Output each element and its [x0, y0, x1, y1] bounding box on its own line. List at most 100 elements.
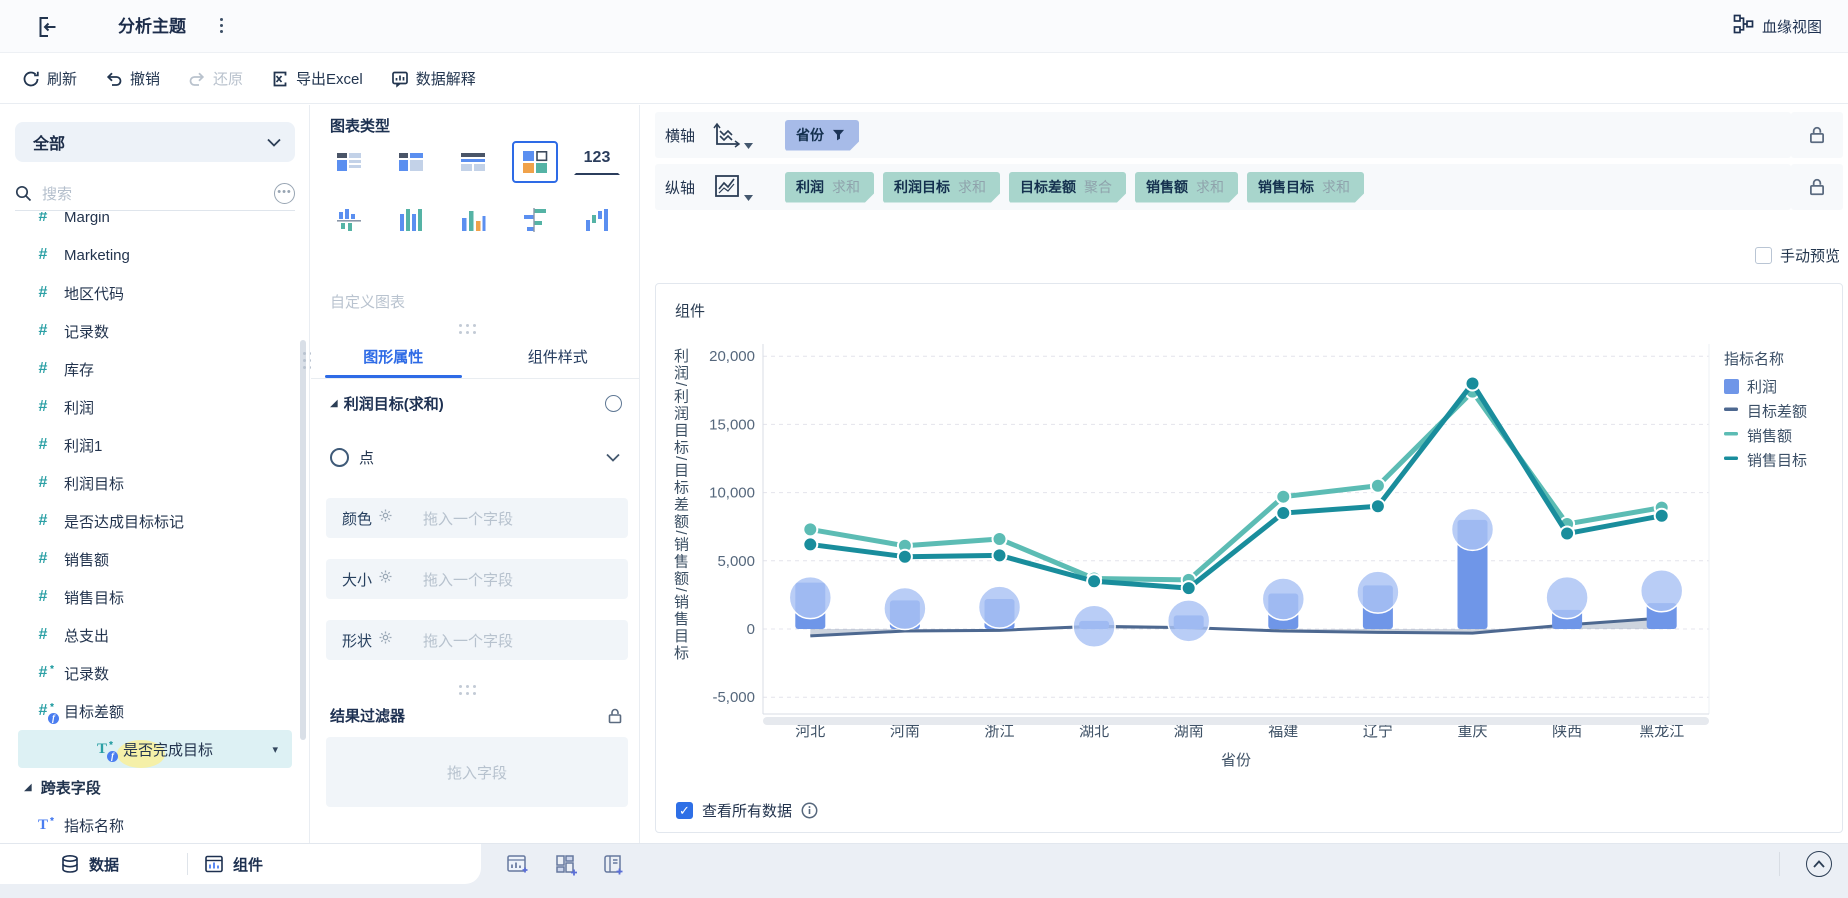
point[interactable] — [883, 586, 927, 631]
y-axis-lock-button[interactable] — [1791, 164, 1843, 210]
x-axis-lock-button[interactable] — [1791, 112, 1843, 158]
point[interactable] — [1072, 604, 1116, 649]
dot[interactable] — [1369, 498, 1386, 515]
dot[interactable] — [1275, 505, 1292, 522]
x-pill[interactable]: 省份 — [785, 120, 859, 151]
dot[interactable] — [1559, 525, 1576, 542]
legend-label[interactable]: 目标差额 — [1747, 404, 1807, 421]
undo-button[interactable]: 撤销 — [105, 68, 160, 89]
redo-button[interactable]: 还原 — [188, 68, 243, 89]
y-pill[interactable]: 销售额 求和 — [1135, 172, 1238, 203]
y-pill[interactable]: 销售目标 求和 — [1247, 172, 1364, 203]
dot[interactable] — [991, 547, 1008, 564]
field-item[interactable]: # 销售额 — [18, 540, 292, 578]
add-story-button[interactable] — [602, 853, 626, 882]
field-item[interactable]: # 库存 — [18, 350, 292, 388]
y-pill[interactable]: 目标差额 聚合 — [1009, 172, 1126, 203]
legend-label[interactable]: 利润 — [1747, 379, 1777, 396]
point[interactable] — [788, 575, 833, 620]
dot[interactable] — [1275, 488, 1292, 505]
point[interactable] — [1261, 577, 1306, 621]
chart-component-card[interactable]: 组件 利润/利润目标/目标差额/销售额/销售目标 20,000 15,000 10,… — [655, 283, 1843, 833]
manual-preview-toggle[interactable]: 手动预览 — [1754, 245, 1840, 266]
bottom-tab-component[interactable]: 组件 — [204, 844, 263, 884]
point[interactable] — [1545, 575, 1589, 620]
manual-preview-checkbox[interactable] — [1754, 247, 1772, 264]
field-group-cross-table[interactable]: ◢ 跨表字段 — [24, 779, 101, 797]
attr-row-shape[interactable]: 形状 拖入一个字段 — [326, 620, 628, 660]
more-menu-icon[interactable] — [212, 15, 230, 39]
y-pill[interactable]: 利润 求和 — [785, 172, 874, 203]
legend-swatch[interactable] — [1724, 407, 1738, 412]
field-item[interactable]: # 总支出 — [18, 616, 292, 654]
view-all-data-toggle[interactable]: ✓ 查看所有数据 — [676, 800, 818, 821]
chart-type-detail-table[interactable] — [450, 141, 496, 183]
point[interactable] — [1356, 570, 1400, 614]
dot[interactable] — [991, 530, 1008, 547]
field-item[interactable]: T ﹡ 指标名称 — [18, 806, 292, 843]
chart-type-bar[interactable] — [512, 199, 558, 241]
x-axis-type-icon[interactable] — [711, 121, 753, 149]
point[interactable] — [1639, 569, 1684, 613]
field-item[interactable]: # 利润目标 — [18, 464, 292, 502]
lineage-view-button[interactable]: 血缘视图 — [1733, 14, 1822, 38]
dot[interactable] — [802, 521, 819, 538]
legend-swatch[interactable] — [1724, 379, 1739, 394]
field-item[interactable]: # 利润1 — [18, 426, 292, 464]
gap-line[interactable] — [810, 616, 1662, 638]
dot[interactable] — [1653, 507, 1670, 524]
drag-handle[interactable] — [459, 324, 476, 334]
chart-type-kpi-card[interactable]: 123 — [574, 141, 620, 175]
tab-graphic-properties[interactable]: 图形属性 — [311, 341, 476, 378]
field-item[interactable]: # 是否达成目标标记 — [18, 502, 292, 540]
chart-type-cross-table[interactable] — [388, 141, 434, 183]
chart-type-bidirectional-column[interactable] — [326, 199, 372, 241]
bottom-tab-data[interactable]: 数据 — [60, 844, 119, 884]
back-icon[interactable] — [34, 14, 60, 40]
dot[interactable] — [896, 548, 913, 565]
info-icon[interactable] — [801, 802, 818, 819]
chart-type-custom-chart[interactable] — [512, 141, 558, 183]
series-section-header[interactable]: ◢ 利润目标(求和) — [330, 393, 622, 414]
refresh-button[interactable]: 刷新 — [22, 68, 77, 89]
point[interactable] — [1166, 599, 1211, 643]
view-all-data-checkbox[interactable]: ✓ — [676, 802, 693, 819]
field-item[interactable]: # 地区代码 — [18, 274, 292, 312]
point[interactable] — [977, 585, 1022, 629]
data-explain-button[interactable]: 数据解释 — [391, 68, 476, 89]
legend-label[interactable]: 销售额 — [1747, 428, 1792, 445]
series-radio-button[interactable] — [605, 395, 622, 412]
dot[interactable] — [1086, 573, 1103, 590]
shape-selector[interactable]: 点 — [330, 447, 622, 468]
field-item[interactable]: # 记录数 — [18, 312, 292, 350]
export-excel-button[interactable]: 导出Excel — [271, 68, 363, 89]
point[interactable] — [1450, 507, 1495, 552]
add-chart-button[interactable] — [506, 853, 530, 882]
field-item[interactable]: T ﹡ f 是否完成目标 ▾ — [18, 730, 292, 768]
drag-handle[interactable] — [459, 685, 476, 695]
field-item[interactable]: # Marketing — [18, 236, 292, 274]
dot[interactable] — [1369, 477, 1386, 494]
chart-type-stacked-column[interactable] — [388, 199, 434, 241]
dot[interactable] — [1180, 580, 1197, 597]
sidebar-scrollbar[interactable] — [300, 340, 306, 740]
tab-component-style[interactable]: 组件样式 — [527, 349, 588, 366]
combo-chart-canvas[interactable]: 20,000 15,000 10,000 5,000 0 -5,000 河北 河南 浙江 湖北 湖南… — [656, 284, 1842, 829]
chart-type-column[interactable] — [450, 199, 496, 241]
field-dropdown-caret[interactable]: ▾ — [272, 743, 278, 756]
table-scope-selector[interactable]: 全部 — [15, 122, 295, 162]
filter-drop-zone[interactable]: 拖入字段 — [326, 737, 628, 807]
chart-type-group-table[interactable] — [326, 141, 372, 183]
y-pill[interactable]: 利润目标 求和 — [883, 172, 1000, 203]
legend-swatch[interactable] — [1724, 432, 1738, 436]
search-input[interactable]: 搜索 ••• — [15, 177, 295, 211]
field-settings-icon[interactable]: ••• — [274, 183, 295, 204]
add-dashboard-button[interactable] — [554, 853, 578, 882]
field-item[interactable]: # Margin — [18, 212, 292, 236]
field-item[interactable]: # ﹡ 记录数 — [18, 654, 292, 692]
field-item[interactable]: # 利润 — [18, 388, 292, 426]
collapse-panel-button[interactable] — [1806, 851, 1832, 877]
legend-swatch[interactable] — [1724, 456, 1738, 461]
field-item[interactable]: # ﹡ f 目标差额 — [18, 692, 292, 730]
attr-row-size[interactable]: 大小 拖入一个字段 — [326, 559, 628, 599]
